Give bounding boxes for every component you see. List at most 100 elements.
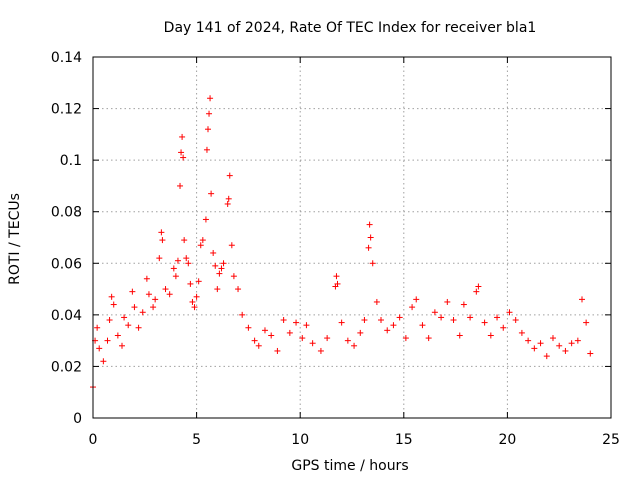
- data-point: [135, 324, 142, 331]
- data-point: [574, 337, 581, 344]
- data-point: [187, 280, 194, 287]
- data-point: [129, 288, 136, 295]
- data-point: [96, 345, 103, 352]
- data-point: [261, 327, 268, 334]
- data-point: [216, 270, 223, 277]
- data-point: [365, 244, 372, 251]
- data-point: [500, 324, 507, 331]
- data-point: [317, 347, 324, 354]
- data-point: [431, 309, 438, 316]
- data-point: [208, 190, 215, 197]
- data-point: [174, 257, 181, 264]
- data-point: [568, 340, 575, 347]
- data-point: [162, 286, 169, 293]
- data-point: [373, 298, 380, 305]
- data-point: [357, 329, 364, 336]
- data-point: [100, 358, 107, 365]
- data-point: [178, 149, 185, 156]
- data-point: [456, 332, 463, 339]
- data-point: [185, 260, 192, 267]
- data-point: [537, 340, 544, 347]
- data-point: [228, 242, 235, 249]
- data-point: [94, 324, 101, 331]
- data-point: [333, 273, 340, 280]
- data-point: [303, 322, 310, 329]
- data-point: [402, 335, 409, 342]
- data-point: [450, 317, 457, 324]
- data-point: [183, 255, 190, 262]
- data-point: [531, 345, 538, 352]
- data-point: [525, 337, 532, 344]
- data-point: [235, 286, 242, 293]
- data-point: [245, 324, 252, 331]
- data-point: [179, 133, 186, 140]
- data-point: [191, 304, 198, 311]
- data-point: [556, 342, 563, 349]
- data-point: [206, 110, 213, 117]
- data-point: [518, 329, 525, 336]
- data-point: [143, 275, 150, 282]
- data-point: [409, 304, 416, 311]
- data-point: [108, 293, 115, 300]
- data-point: [324, 335, 331, 342]
- data-point: [475, 283, 482, 290]
- data-point: [145, 291, 152, 298]
- data-point: [210, 249, 217, 256]
- data-point: [384, 327, 391, 334]
- data-point: [583, 319, 590, 326]
- data-point: [172, 273, 179, 280]
- data-point: [562, 347, 569, 354]
- data-point: [189, 298, 196, 305]
- chart-title: Day 141 of 2024, Rate Of TEC Index for r…: [164, 20, 537, 36]
- data-point: [104, 337, 111, 344]
- data-points: [90, 95, 594, 391]
- y-axis-label: ROTI / TECUs: [7, 193, 23, 285]
- data-point: [251, 337, 258, 344]
- data-point: [444, 298, 451, 305]
- data-point: [156, 255, 163, 262]
- data-point: [587, 350, 594, 357]
- data-point: [309, 340, 316, 347]
- data-point: [460, 301, 467, 308]
- data-point: [199, 237, 206, 244]
- data-point: [351, 342, 358, 349]
- data-point: [139, 309, 146, 316]
- data-point: [180, 154, 187, 161]
- data-point: [413, 296, 420, 303]
- data-point: [202, 216, 209, 223]
- x-tick-label: 25: [602, 432, 620, 448]
- data-point: [578, 296, 585, 303]
- data-point: [214, 286, 221, 293]
- x-tick-label: 0: [89, 432, 98, 448]
- data-point: [131, 304, 138, 311]
- data-point: [110, 301, 117, 308]
- x-tick-labels: 0 5 10 15 20 25: [89, 432, 620, 448]
- data-point: [286, 329, 293, 336]
- data-point: [212, 262, 219, 269]
- data-point: [207, 95, 214, 102]
- data-point: [197, 242, 204, 249]
- data-point: [121, 314, 128, 321]
- y-tick-label: 0.14: [51, 50, 82, 66]
- data-point: [106, 317, 113, 324]
- data-point: [159, 237, 166, 244]
- data-point: [473, 288, 480, 295]
- y-tick-label: 0.1: [60, 153, 82, 169]
- data-point: [494, 314, 501, 321]
- data-point: [438, 314, 445, 321]
- data-point: [177, 182, 184, 189]
- y-tick-label: 0.12: [51, 102, 82, 118]
- data-point: [158, 229, 165, 236]
- y-tick-label: 0.08: [51, 205, 82, 221]
- data-point: [152, 296, 159, 303]
- axis-ticks: [92, 56, 612, 419]
- data-point: [239, 311, 246, 318]
- data-point: [166, 291, 173, 298]
- data-point: [150, 304, 157, 311]
- data-point: [467, 314, 474, 321]
- data-point: [299, 335, 306, 342]
- data-point: [293, 319, 300, 326]
- data-point: [114, 332, 121, 339]
- data-point: [396, 314, 403, 321]
